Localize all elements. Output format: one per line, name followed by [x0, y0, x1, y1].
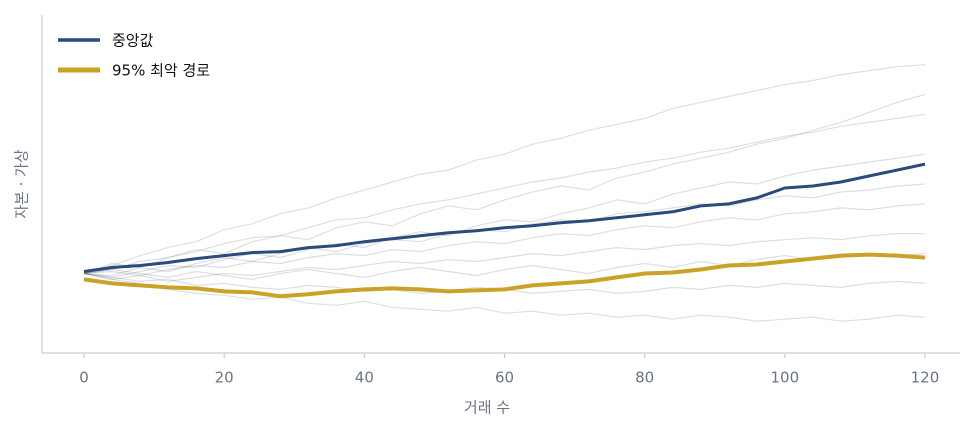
x-tick-label: 0 [79, 369, 89, 387]
series-line [83, 252, 926, 299]
x-tick-label: 100 [770, 369, 799, 387]
simulation-path [83, 203, 926, 277]
simulation-path [83, 272, 926, 322]
legend-label: 95% 최악 경로 [112, 62, 210, 80]
y-axis-label: 자본 · 가상 [13, 149, 31, 219]
simulation-path [83, 153, 926, 278]
simulation-path [83, 93, 926, 275]
x-tick-label: 120 [911, 369, 940, 387]
series-line [83, 162, 926, 273]
simulation-path [83, 113, 926, 275]
simulation-path [83, 64, 926, 275]
x-tick-label: 60 [495, 369, 514, 387]
x-tick-label: 40 [355, 369, 374, 387]
simulation-path [83, 183, 926, 277]
x-axis-label: 거래 수 [464, 399, 510, 417]
x-tick-label: 80 [635, 369, 654, 387]
legend-label: 중앙값 [112, 32, 154, 50]
simulation-path [83, 253, 926, 280]
x-tick-label: 20 [215, 369, 234, 387]
simulation-path [83, 233, 925, 282]
